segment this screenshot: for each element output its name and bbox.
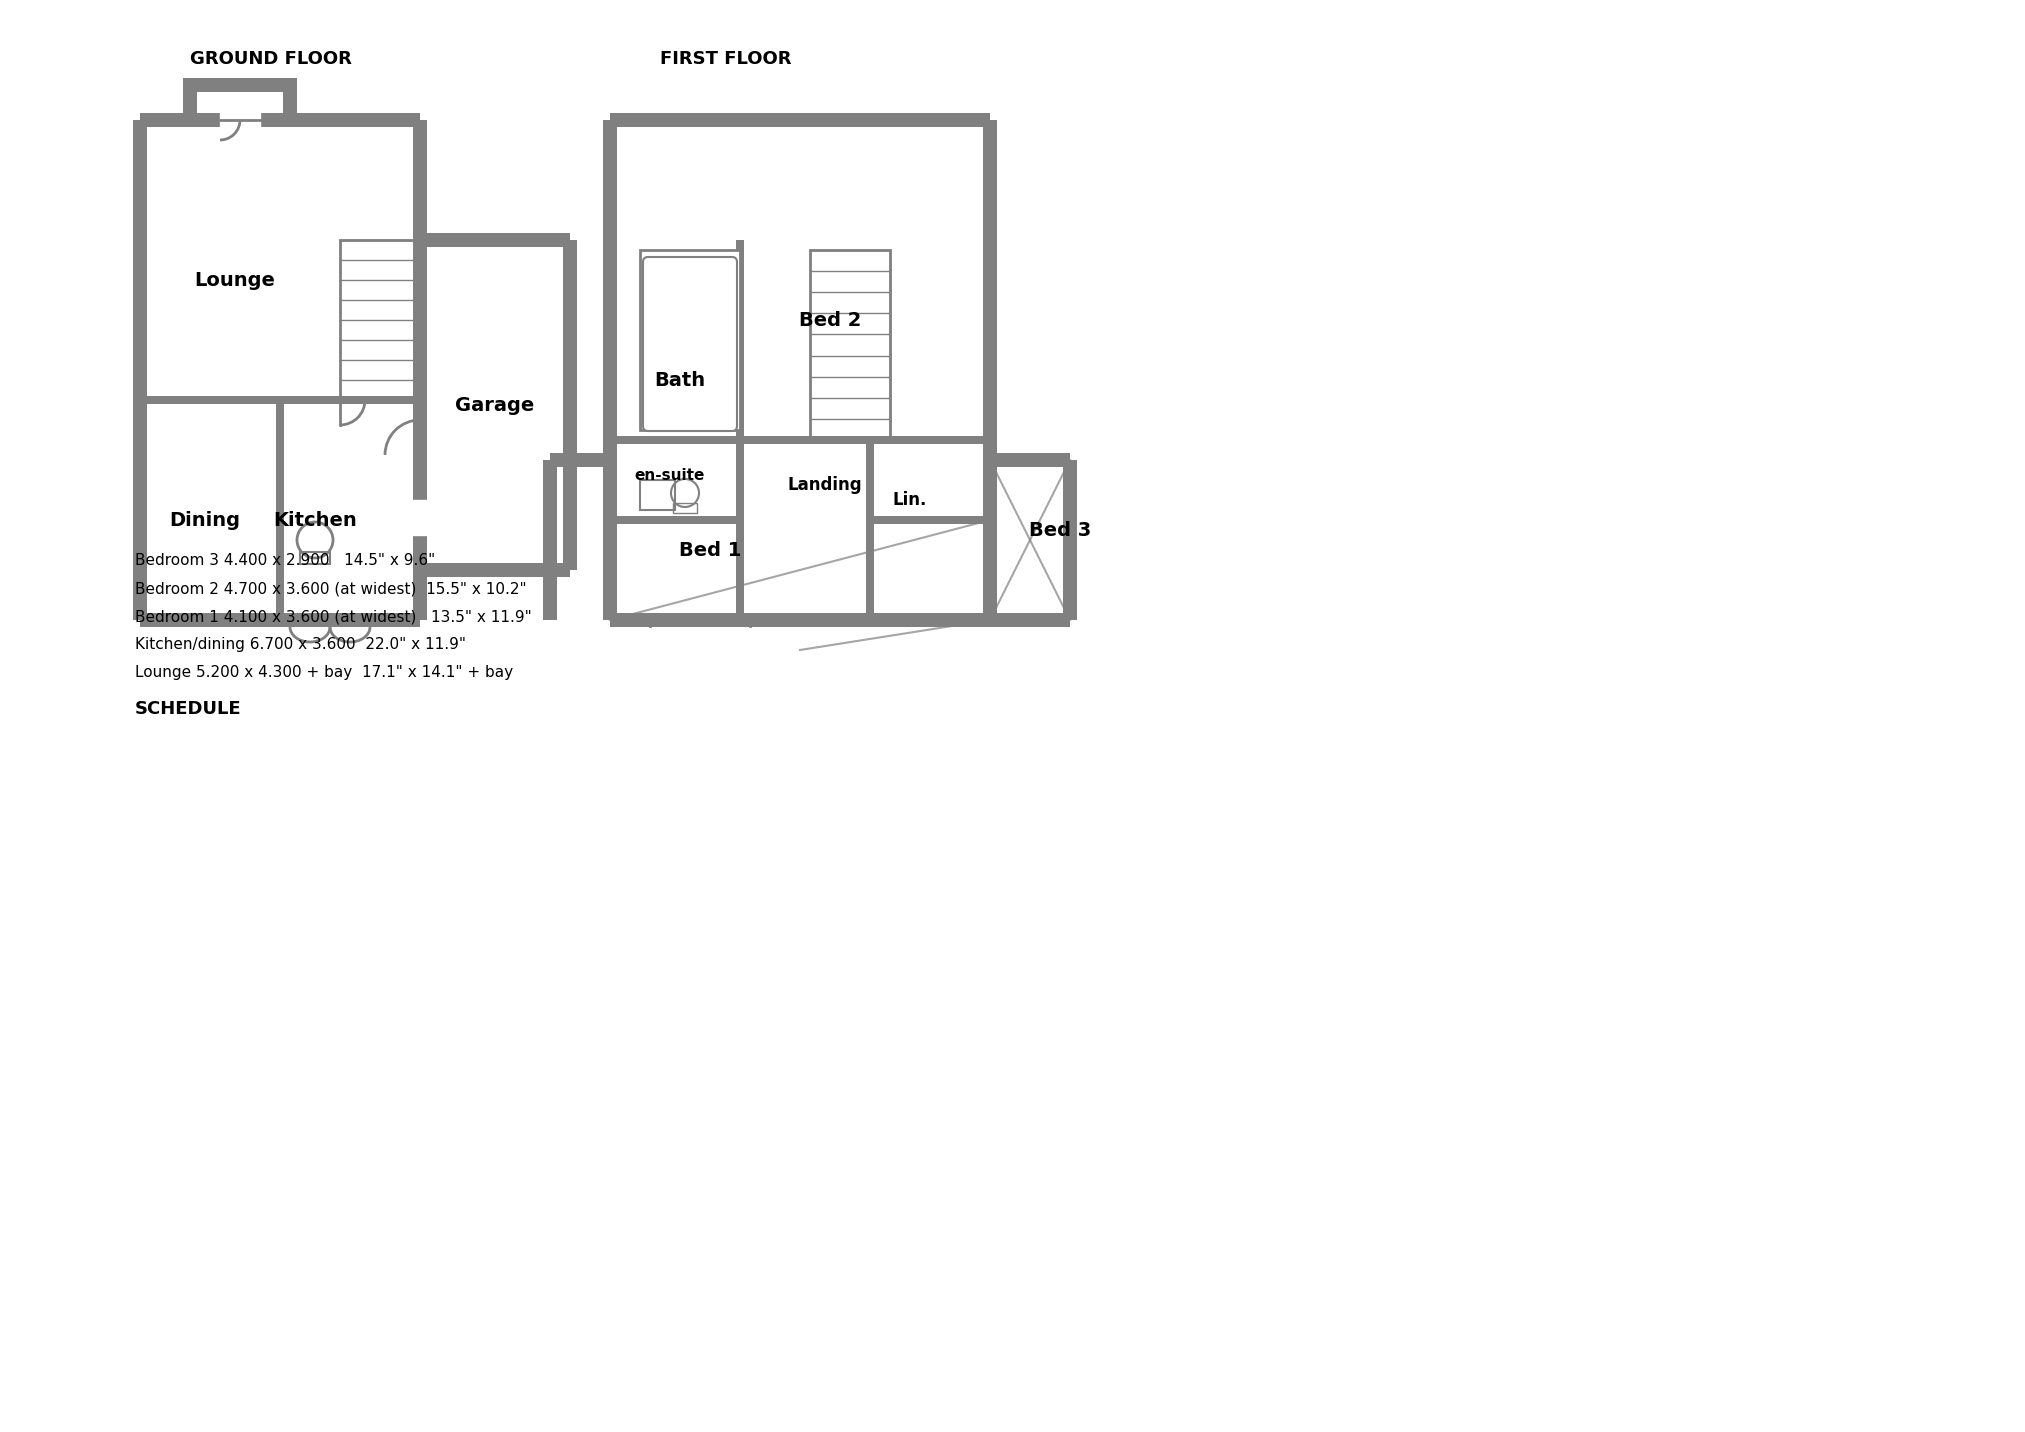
Bar: [140, 113, 419, 127]
Bar: [640, 480, 674, 510]
Bar: [640, 251, 739, 430]
Bar: [867, 440, 875, 620]
Bar: [182, 84, 196, 120]
Text: Bedroom 2 4.700 x 3.600 (at widest)  15.5" x 10.2": Bedroom 2 4.700 x 3.600 (at widest) 15.5…: [136, 581, 526, 596]
Bar: [563, 241, 577, 570]
Bar: [603, 120, 618, 620]
FancyBboxPatch shape: [644, 256, 737, 431]
Bar: [610, 113, 990, 127]
Bar: [735, 440, 743, 620]
Bar: [140, 397, 419, 404]
Text: Lin.: Lin.: [893, 491, 927, 508]
Bar: [340, 241, 419, 400]
Polygon shape: [413, 500, 427, 536]
Text: Kitchen: Kitchen: [273, 510, 356, 530]
Text: Bath: Bath: [654, 371, 705, 390]
Bar: [419, 563, 569, 577]
Text: Bedroom 3 4.400 x 2.900   14.5" x 9.6": Bedroom 3 4.400 x 2.900 14.5" x 9.6": [136, 553, 435, 569]
Text: Kitchen/dining 6.700 x 3.600  22.0" x 11.9": Kitchen/dining 6.700 x 3.600 22.0" x 11.…: [136, 637, 466, 652]
Text: Lounge: Lounge: [194, 271, 275, 289]
Bar: [284, 84, 298, 120]
Text: Bed 3: Bed 3: [1029, 520, 1091, 540]
Bar: [275, 400, 284, 620]
Bar: [543, 460, 557, 620]
Text: Bedroom 1 4.100 x 3.600 (at widest)   13.5" x 11.9": Bedroom 1 4.100 x 3.600 (at widest) 13.5…: [136, 609, 533, 624]
Bar: [140, 613, 419, 627]
Text: Landing: Landing: [788, 475, 863, 494]
Text: Dining: Dining: [170, 510, 241, 530]
Text: SCHEDULE: SCHEDULE: [136, 700, 241, 717]
Bar: [1063, 460, 1077, 620]
Text: FIRST FLOOR: FIRST FLOOR: [660, 50, 792, 67]
Text: Garage: Garage: [456, 395, 535, 414]
Bar: [419, 233, 569, 246]
Bar: [610, 613, 990, 627]
Bar: [990, 453, 1069, 467]
Text: Bed 1: Bed 1: [678, 540, 741, 560]
Bar: [300, 551, 330, 564]
Text: Bed 2: Bed 2: [798, 311, 861, 329]
Bar: [810, 251, 891, 440]
Bar: [551, 453, 610, 467]
Text: en-suite: en-suite: [634, 467, 705, 483]
Bar: [413, 120, 427, 620]
Bar: [182, 77, 298, 92]
Bar: [610, 435, 990, 444]
Bar: [735, 241, 743, 440]
Text: GROUND FLOOR: GROUND FLOOR: [190, 50, 352, 67]
Bar: [982, 120, 996, 620]
Text: Lounge 5.200 x 4.300 + bay  17.1" x 14.1" + bay: Lounge 5.200 x 4.300 + bay 17.1" x 14.1"…: [136, 664, 512, 680]
Bar: [990, 613, 1069, 627]
Bar: [871, 516, 990, 524]
Polygon shape: [221, 113, 259, 127]
Bar: [672, 503, 697, 513]
Bar: [134, 120, 148, 620]
Bar: [610, 516, 739, 524]
